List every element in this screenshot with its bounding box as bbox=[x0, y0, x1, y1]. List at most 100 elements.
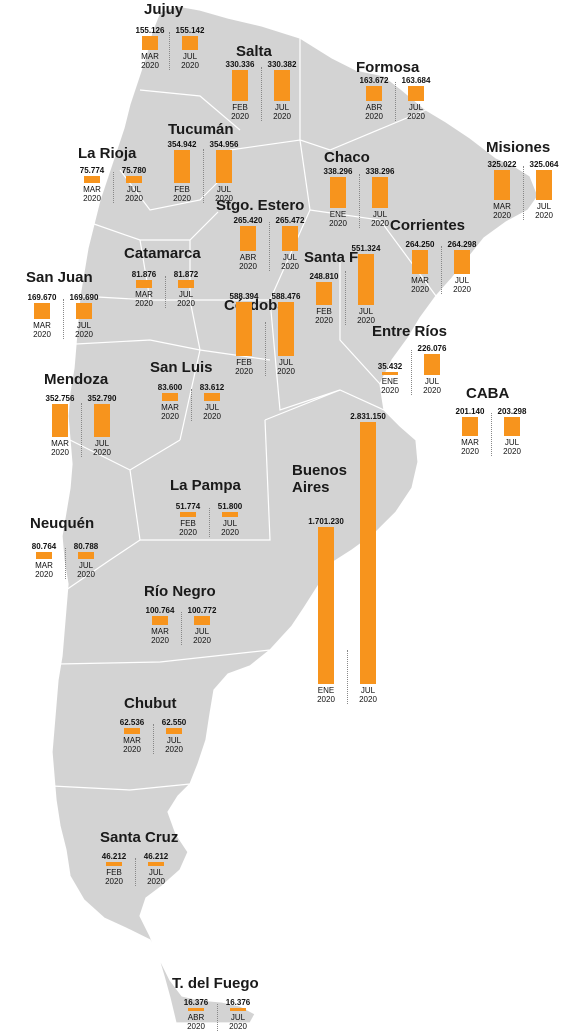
province-border bbox=[93, 211, 219, 241]
year-label-la-pampa-1: 2020 bbox=[221, 528, 239, 537]
pair-separator-cordoba bbox=[265, 322, 266, 376]
bar-entre-rios-1 bbox=[424, 354, 440, 375]
year-label-corrientes-0: 2020 bbox=[411, 285, 429, 294]
province-border bbox=[264, 389, 385, 421]
bar-misiones-1 bbox=[536, 170, 552, 200]
month-label-chubut-1: JUL bbox=[166, 736, 182, 745]
month-label-san-luis-0: MAR bbox=[161, 403, 179, 412]
pair-separator-catamarca bbox=[165, 276, 166, 308]
province-border bbox=[129, 419, 271, 541]
bar-salta-0 bbox=[232, 70, 248, 101]
pair-separator-chubut bbox=[153, 724, 154, 754]
year-label-san-juan-0: 2020 bbox=[33, 330, 51, 339]
month-label-chubut-0: MAR bbox=[123, 736, 141, 745]
year-label-t-del-fuego-0: 2020 bbox=[187, 1022, 205, 1031]
value-label-salta-0: 330.336 bbox=[225, 60, 255, 69]
year-label-stgo-estero-1: 2020 bbox=[281, 262, 299, 271]
value-label-la-pampa-0: 51.774 bbox=[175, 502, 201, 511]
province-border bbox=[299, 38, 427, 151]
month-label-mendoza-0: MAR bbox=[51, 439, 69, 448]
bar-cordoba-1 bbox=[278, 302, 294, 356]
month-label-corrientes-1: JUL bbox=[454, 276, 470, 285]
month-label-entre-rios-1: JUL bbox=[424, 377, 440, 386]
year-label-santa-fe-0: 2020 bbox=[315, 316, 333, 325]
month-label-santa-fe-0: FEB bbox=[316, 307, 332, 316]
month-label-neuquen-1: JUL bbox=[78, 561, 94, 570]
bar-entre-rios-0 bbox=[382, 372, 398, 375]
value-label-santa-fe-0: 248.810 bbox=[309, 272, 339, 281]
year-label-tucuman-1: 2020 bbox=[215, 194, 233, 203]
value-label-buenos-aires-0: 1.701.230 bbox=[308, 517, 344, 526]
month-label-formosa-0: ABR bbox=[365, 103, 383, 112]
province-name-catamarca: Catamarca bbox=[124, 245, 201, 262]
year-label-cordoba-1: 2020 bbox=[277, 367, 295, 376]
pair-separator-salta bbox=[261, 67, 262, 121]
bar-la-pampa-0 bbox=[180, 512, 196, 517]
value-label-t-del-fuego-0: 16.376 bbox=[183, 998, 209, 1007]
pair-separator-rio-negro bbox=[181, 612, 182, 645]
value-label-la-pampa-1: 51.800 bbox=[217, 502, 243, 511]
pair-separator-santa-cruz bbox=[135, 858, 136, 886]
month-label-tucuman-1: JUL bbox=[216, 185, 232, 194]
value-label-salta-1: 330.382 bbox=[267, 60, 297, 69]
month-label-chaco-0: ENE bbox=[329, 210, 347, 219]
pair-separator-buenos-aires bbox=[347, 650, 348, 704]
province-border bbox=[57, 649, 271, 665]
bar-catamarca-0 bbox=[136, 280, 152, 288]
value-label-rio-negro-0: 100.764 bbox=[145, 606, 175, 615]
bar-san-luis-1 bbox=[204, 393, 220, 401]
month-label-buenos-aires-1: JUL bbox=[360, 686, 376, 695]
month-label-santa-cruz-0: FEB bbox=[106, 868, 122, 877]
bar-t-del-fuego-0 bbox=[188, 1008, 204, 1011]
pair-separator-neuquen bbox=[65, 548, 66, 579]
year-label-san-juan-1: 2020 bbox=[75, 330, 93, 339]
year-label-misiones-1: 2020 bbox=[535, 211, 553, 220]
year-label-rio-negro-0: 2020 bbox=[151, 636, 169, 645]
bar-santa-cruz-1 bbox=[148, 862, 164, 866]
value-label-santa-cruz-0: 46.212 bbox=[101, 852, 127, 861]
bar-san-luis-0 bbox=[162, 393, 178, 401]
value-label-mendoza-1: 352.790 bbox=[87, 394, 117, 403]
year-label-san-luis-1: 2020 bbox=[203, 412, 221, 421]
year-label-la-rioja-1: 2020 bbox=[125, 194, 143, 203]
bar-neuquen-1 bbox=[78, 552, 94, 559]
province-name-salta: Salta bbox=[236, 43, 272, 60]
pair-separator-formosa bbox=[395, 82, 396, 121]
bar-santa-fe-1 bbox=[358, 254, 374, 305]
value-label-jujuy-1: 155.142 bbox=[175, 26, 205, 35]
province-name-santa-cruz: Santa Cruz bbox=[100, 829, 179, 846]
month-label-misiones-0: MAR bbox=[493, 202, 511, 211]
province-border bbox=[65, 539, 141, 591]
month-label-san-juan-1: JUL bbox=[76, 321, 92, 330]
year-label-chubut-0: 2020 bbox=[123, 745, 141, 754]
year-label-catamarca-1: 2020 bbox=[177, 299, 195, 308]
month-label-catamarca-0: MAR bbox=[135, 290, 153, 299]
year-label-t-del-fuego-1: 2020 bbox=[229, 1022, 247, 1031]
month-label-jujuy-1: JUL bbox=[182, 52, 198, 61]
year-label-tucuman-0: 2020 bbox=[173, 194, 191, 203]
pair-separator-jujuy bbox=[169, 32, 170, 70]
province-name-neuquen: Neuquén bbox=[30, 515, 95, 532]
value-label-san-juan-0: 169.670 bbox=[27, 293, 57, 302]
value-label-chaco-0: 338.296 bbox=[323, 167, 353, 176]
value-label-caba-0: 201.140 bbox=[455, 407, 485, 416]
year-label-entre-rios-1: 2020 bbox=[423, 386, 441, 395]
province-name-chubut: Chubut bbox=[124, 695, 177, 712]
bar-chubut-0 bbox=[124, 728, 140, 734]
year-label-santa-cruz-0: 2020 bbox=[105, 877, 123, 886]
province-name-formosa: Formosa bbox=[356, 59, 420, 76]
value-label-t-del-fuego-1: 16.376 bbox=[225, 998, 251, 1007]
province-name-la-pampa: La Pampa bbox=[170, 477, 241, 494]
value-label-caba-1: 203.298 bbox=[497, 407, 527, 416]
bar-mendoza-0 bbox=[52, 404, 68, 437]
province-name-caba: CABA bbox=[466, 385, 510, 402]
year-label-neuquen-0: 2020 bbox=[35, 570, 53, 579]
year-label-chubut-1: 2020 bbox=[165, 745, 183, 754]
province-border bbox=[229, 139, 311, 211]
value-label-san-luis-1: 83.612 bbox=[199, 383, 225, 392]
value-label-la-rioja-1: 75.780 bbox=[121, 166, 147, 175]
month-label-salta-0: FEB bbox=[232, 103, 248, 112]
value-label-stgo-estero-0: 265.420 bbox=[233, 216, 263, 225]
province-name-t-del-fuego: T. del Fuego bbox=[172, 975, 259, 992]
month-label-t-del-fuego-1: JUL bbox=[230, 1013, 246, 1022]
